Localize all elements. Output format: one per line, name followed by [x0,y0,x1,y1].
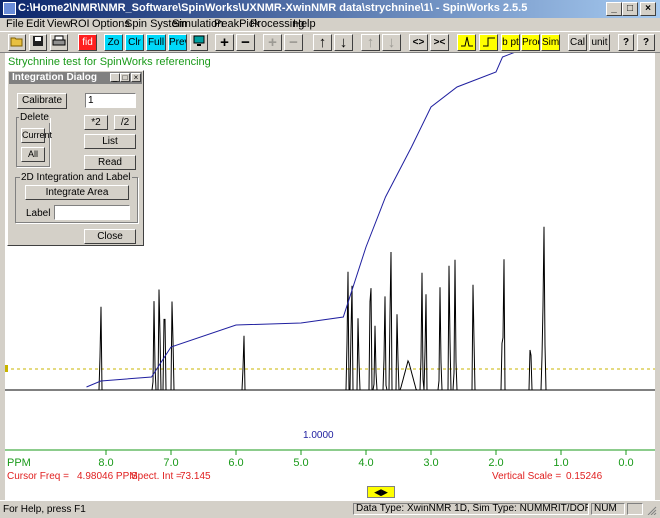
whats-this-help-icon[interactable]: ? [637,34,655,51]
num-lock-indicator: NUM [591,503,625,515]
calibrate-toolbar-button[interactable]: Cal [568,34,587,51]
list-button[interactable]: List [84,134,136,149]
x-tick-label: 2.0 [488,457,503,469]
menu-roi[interactable]: ROI [70,18,90,30]
label-field-label: Label [26,208,51,219]
vertical-scale-value: 0.15246 [566,471,603,482]
dialog-close-button[interactable]: Close [84,229,136,244]
x-tick-label: 7.0 [163,457,178,469]
vertical-scale-label: Vertical Scale = [492,471,562,482]
resize-grip-icon[interactable] [646,505,657,516]
menu-peakpick[interactable]: PeakPick [214,18,260,30]
open-folder-icon[interactable] [8,34,26,51]
x-tick-label: 6.0 [228,457,243,469]
data-type-field: Data Type: XwinNMR 1D, Sim Type: NUMMRIT… [353,503,589,515]
integral-value-label: 1.0000 [303,430,334,441]
help-icon[interactable]: ? [618,34,634,51]
decrease-disabled-button[interactable]: − [284,34,303,51]
monitor-icon[interactable] [190,34,208,51]
close-window-button[interactable]: × [640,2,656,16]
spectrum-canvas[interactable]: 8.0 7.0 6.0 5.0 4.0 3.0 2.0 1.0 0.0 [5,53,655,500]
spectrum-title: Strychnine test for SpinWorks referencin… [8,56,211,68]
integral-icon[interactable] [479,34,498,51]
calibrate-button[interactable]: Calibrate [17,93,67,109]
read-button[interactable]: Read [84,155,136,170]
shift-down-button[interactable]: ↓ [334,34,353,51]
minimize-button[interactable]: _ [606,2,622,16]
integration-dialog: Integration Dialog _ □ × Calibrate 1 Del… [7,70,144,246]
scroll-arrows-button[interactable]: ◀▶ [367,486,395,498]
zoom-button[interactable]: Zo [104,34,123,51]
full-button[interactable]: Full [146,34,166,51]
threshold-marker[interactable] [5,365,8,372]
menu-options[interactable]: Options [92,18,130,30]
x-tick-label: 0.0 [618,457,633,469]
spectral-integral-label: Spect. Int = [131,471,182,482]
shift-up-button[interactable]: ↑ [313,34,332,51]
peak-icon[interactable] [457,34,476,51]
previous-button[interactable]: Prev [168,34,187,51]
app-icon [3,2,16,15]
x-tick-label: 4.0 [358,457,373,469]
spectral-integral-value: 73.145 [180,471,211,482]
delete-group-label: Delete [19,112,50,123]
save-icon[interactable] [29,34,47,51]
simulation-button[interactable]: Sim [541,34,560,51]
help-hint: For Help, press F1 [3,504,86,515]
menu-help[interactable]: Help [293,18,316,30]
integration-2d-label: 2D Integration and Label [20,172,132,183]
menu-simulation[interactable]: Simulation [172,18,224,30]
menu-view[interactable]: View [47,18,71,30]
axis-unit-label: PPM [7,457,31,469]
dialog-minimize-button[interactable]: _ [110,73,120,82]
dialog-close-icon[interactable]: × [131,73,141,82]
spectrum-trace [5,226,655,391]
status-empty-field [627,503,643,515]
integral-trace [86,53,515,388]
dialog-title: Integration Dialog [9,72,142,84]
calibration-value-input[interactable]: 1 [85,93,136,108]
title-bar: C:\Home2\NMR\NMR_Software\SpinWorks\UXNM… [0,0,660,18]
integrate-area-button[interactable]: Integrate Area [25,185,129,200]
cursor-freq-value: 4.98046 PPM [77,471,138,482]
multiply-two-button[interactable]: *2 [84,115,108,130]
label-input[interactable] [54,205,130,220]
fid-button[interactable]: fid [78,34,97,51]
menu-processing[interactable]: Processing [250,18,305,30]
contract-button[interactable]: >< [430,34,449,51]
process-button[interactable]: Proc [521,34,540,51]
unit-button[interactable]: unit [589,34,610,51]
baseline-point-button[interactable]: b pt [501,34,520,51]
increase-button[interactable]: + [215,34,234,51]
cursor-freq-label: Cursor Freq = [7,471,69,482]
delete-current-button[interactable]: Current [21,128,52,143]
menu-bar: File Edit View ROI Options Spin System S… [0,18,660,30]
shift-down-disabled-button[interactable]: ↓ [382,34,401,51]
print-icon[interactable] [50,34,68,51]
x-tick-label: 8.0 [98,457,113,469]
increase-disabled-button[interactable]: + [263,34,282,51]
menu-edit[interactable]: Edit [26,18,45,30]
delete-all-button[interactable]: All [21,147,45,162]
window-title: C:\Home2\NMR\NMR_Software\SpinWorks\UXNM… [18,2,528,14]
divide-two-button[interactable]: /2 [114,115,136,130]
x-axis-ticks: 8.0 7.0 6.0 5.0 4.0 3.0 2.0 1.0 0.0 [98,450,634,469]
toolbar: fid Zo Clr Full Prev + − + − ↑ ↓ ↑ ↓ <> … [0,31,660,53]
x-tick-label: 1.0 [553,457,568,469]
clear-button[interactable]: Clr [125,34,144,51]
menu-spin-system[interactable]: Spin System [125,18,187,30]
expand-button[interactable]: <> [409,34,428,51]
status-bar: For Help, press F1 Data Type: XwinNMR 1D… [0,500,660,516]
decrease-button[interactable]: − [236,34,255,51]
dialog-maximize-button[interactable]: □ [120,73,130,82]
menu-file[interactable]: File [6,18,24,30]
maximize-button[interactable]: □ [622,2,638,16]
x-tick-label: 5.0 [293,457,308,469]
shift-up-disabled-button[interactable]: ↑ [361,34,380,51]
x-tick-label: 3.0 [423,457,438,469]
